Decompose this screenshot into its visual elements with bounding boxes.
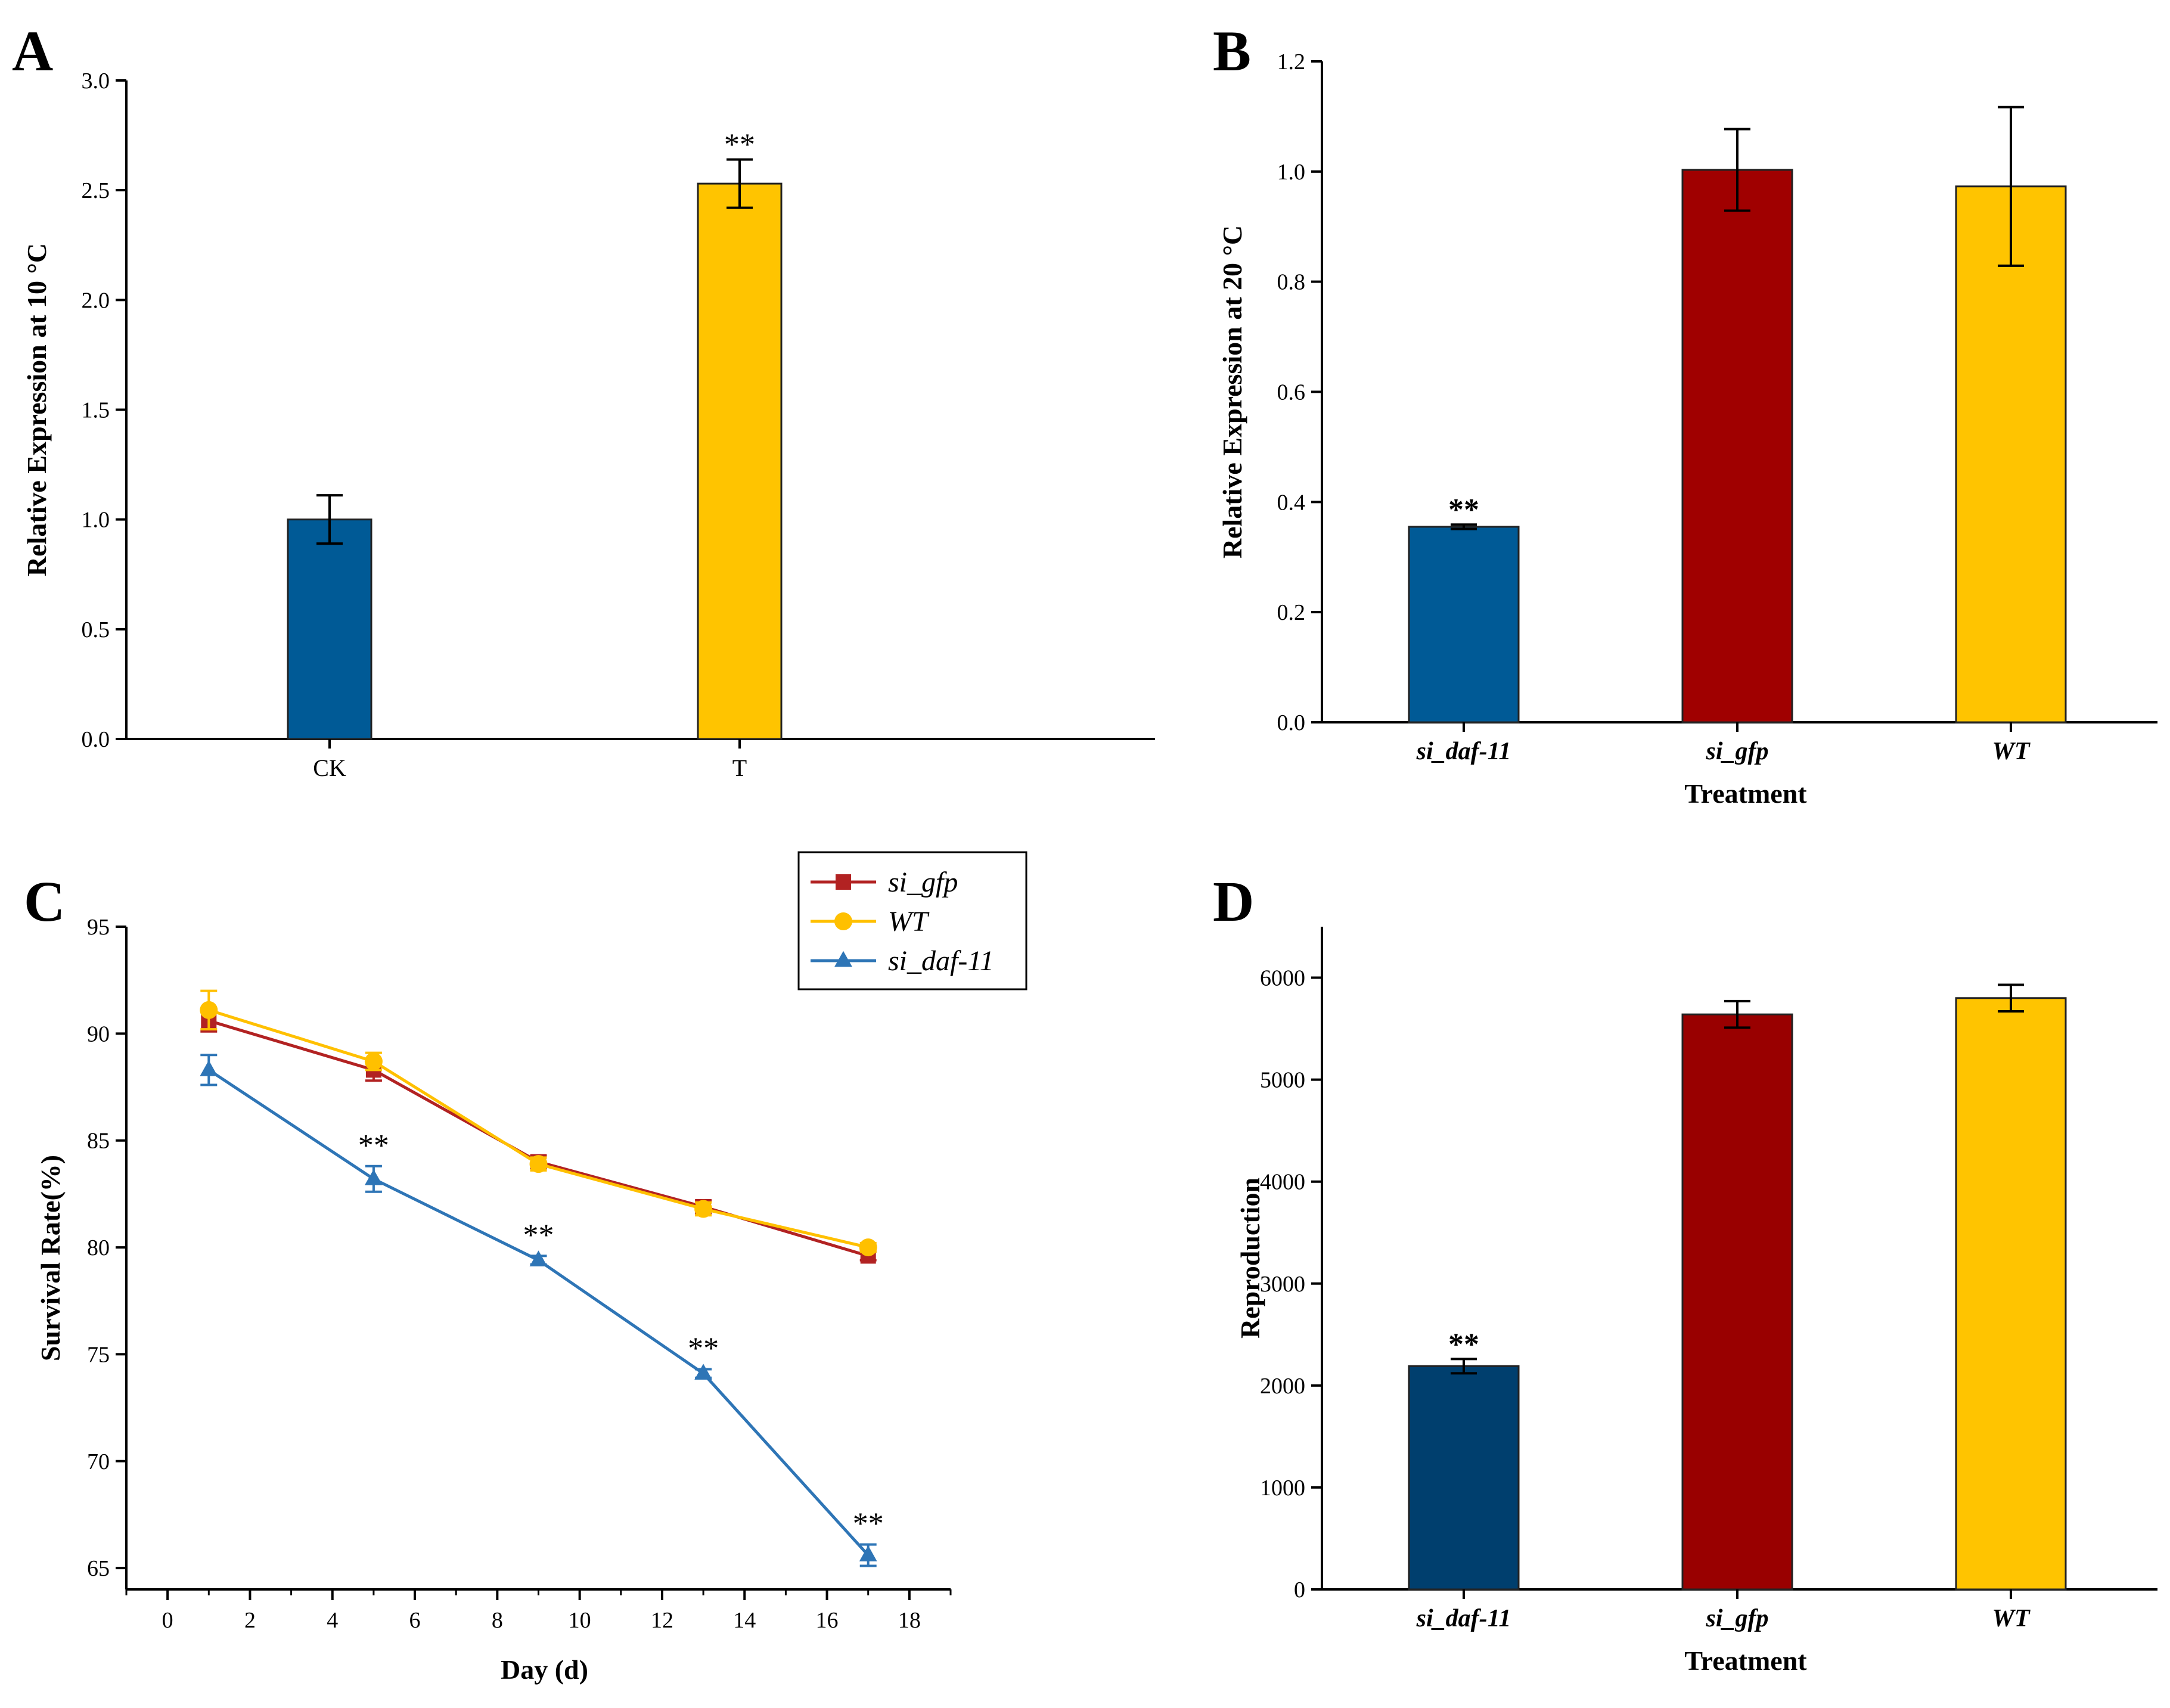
x-tick-label: 10 (569, 1608, 591, 1633)
y-axis-title: Relative Expression at 20 °C (1217, 225, 1247, 558)
point-WT (529, 1155, 548, 1173)
y-axis-title: Relative Expression at 10 °C (21, 243, 52, 576)
x-tick-label-si_daf-11: si_daf-11 (1416, 738, 1511, 765)
y-tick-label: 0 (1294, 1577, 1305, 1603)
point-si_daf-11 (364, 1169, 383, 1185)
y-tick-label: 3.0 (82, 69, 110, 94)
y-tick-label: 2000 (1260, 1374, 1305, 1399)
y-tick-label: 6000 (1260, 966, 1305, 991)
y-tick-label: 80 (87, 1235, 110, 1260)
y-tick-label: 2.5 (82, 178, 110, 203)
point-WT (694, 1200, 713, 1218)
point-WT (364, 1052, 383, 1070)
bar-si_gfp (1681, 169, 1793, 723)
bar-si_daf-11 (1408, 1365, 1520, 1591)
significance-mark: ** (688, 1332, 719, 1366)
y-axis-title: Reproduction (1235, 1178, 1265, 1339)
y-tick-label: 1.5 (82, 398, 110, 423)
y-tick-label: 95 (87, 915, 110, 940)
y-tick-label: 90 (87, 1021, 110, 1046)
x-axis-title: Day (d) (501, 1654, 588, 1685)
significance-mark: ** (1448, 1327, 1479, 1361)
panel-a-axes: 0.0 0.5 1.0 1.5 2.0 2.5 3.0 (82, 69, 1155, 752)
significance-mark: ** (358, 1129, 389, 1163)
panel-label-d: D (1213, 869, 1254, 933)
legend-marker-si_daf-11 (834, 951, 852, 967)
bar-si_daf-11 (1408, 526, 1520, 723)
bar-WT (1955, 185, 2067, 723)
x-tick-label: 14 (733, 1608, 756, 1633)
y-tick-label: 0.0 (1277, 710, 1306, 735)
y-tick-label: 1.0 (1277, 160, 1306, 185)
x-tick-label: 16 (816, 1608, 839, 1633)
x-tick-label-CK: CK (313, 754, 346, 781)
bar-si_gfp (1681, 1013, 1793, 1591)
legend-label-si_gfp: si_gfp (888, 867, 958, 898)
y-tick-label: 2.0 (82, 288, 110, 313)
x-axis-title: Treatment (1684, 778, 1807, 809)
x-tick-label-si_gfp: si_gfp (1706, 1605, 1769, 1632)
significance-mark: ** (853, 1507, 884, 1541)
x-tick-label-si_daf-11: si_daf-11 (1416, 1605, 1511, 1632)
significance-mark: ** (523, 1218, 554, 1252)
y-tick-label: 0.5 (82, 617, 110, 642)
point-WT (200, 1001, 218, 1019)
y-tick-label: 1.0 (82, 508, 110, 533)
y-tick-label: 75 (87, 1342, 110, 1367)
legend: si_gfp WT si_daf-11 (797, 851, 1027, 990)
x-tick-label: 12 (651, 1608, 673, 1633)
y-tick-label: 0.0 (82, 727, 110, 752)
y-tick-label: 65 (87, 1556, 110, 1581)
point-si_daf-11 (529, 1250, 548, 1266)
x-tick-label-si_gfp: si_gfp (1706, 738, 1769, 765)
x-tick-label: 2 (244, 1608, 256, 1633)
bar-T (697, 182, 783, 740)
significance-mark: ** (1448, 493, 1479, 527)
x-tick-label-WT: WT (1992, 1605, 2031, 1632)
x-tick-label: 18 (898, 1608, 921, 1633)
x-axis-title: Treatment (1684, 1645, 1807, 1676)
y-tick-label: 0.4 (1277, 490, 1306, 515)
x-tick-label: 0 (162, 1608, 173, 1633)
y-tick-label: 1000 (1260, 1476, 1305, 1501)
y-axis-title: Survival Rate(%) (35, 1155, 66, 1361)
y-tick-label: 85 (87, 1129, 110, 1154)
legend-marker-si_gfp (836, 874, 851, 890)
x-tick-label-WT: WT (1992, 738, 2031, 765)
bar-WT (1955, 997, 2067, 1591)
panel-label-c: C (24, 869, 65, 933)
panel-label-a: A (12, 19, 53, 83)
y-tick-label: 0.2 (1277, 600, 1306, 625)
x-tick-label-T: T (732, 754, 747, 781)
point-si_daf-11 (859, 1545, 877, 1561)
point-si_daf-11 (694, 1364, 713, 1380)
x-tick-label: 8 (492, 1608, 503, 1633)
x-tick-label: 6 (409, 1608, 421, 1633)
y-tick-label: 0.8 (1277, 270, 1306, 295)
point-si_daf-11 (200, 1060, 218, 1076)
y-tick-label: 4000 (1260, 1170, 1305, 1195)
significance-mark: ** (724, 128, 755, 162)
x-tick-label: 4 (327, 1608, 338, 1633)
y-tick-label: 70 (87, 1449, 110, 1474)
series-line-si_daf-11 (207, 1069, 870, 1557)
y-tick-label: 1.2 (1277, 49, 1306, 74)
series-line-WT (208, 1008, 869, 1249)
panel-label-b: B (1213, 19, 1251, 83)
legend-label-WT: WT (888, 906, 930, 937)
bar-CK (287, 518, 372, 740)
point-WT (859, 1238, 877, 1257)
y-tick-label: 3000 (1260, 1272, 1305, 1297)
legend-marker-WT (834, 912, 852, 930)
legend-label-si_daf-11: si_daf-11 (888, 945, 994, 977)
y-tick-label: 5000 (1260, 1068, 1305, 1093)
y-tick-label: 0.6 (1277, 380, 1306, 405)
